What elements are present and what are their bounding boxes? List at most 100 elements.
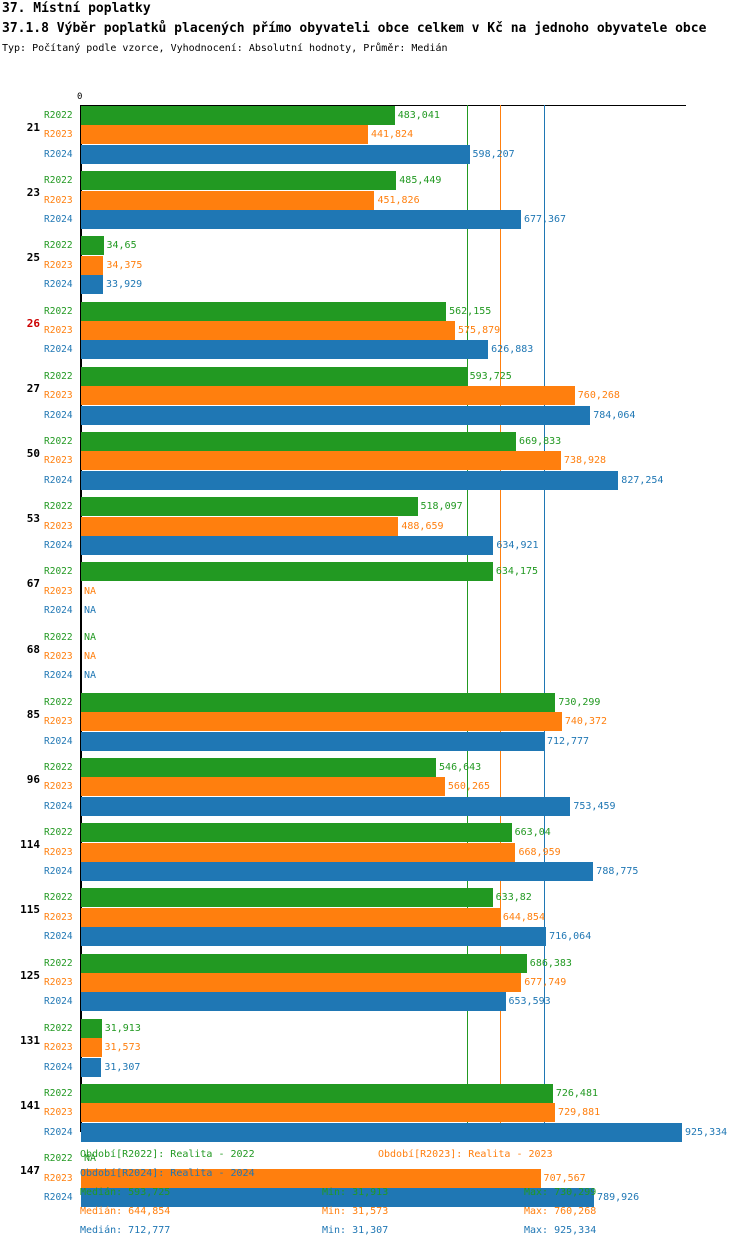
median-line-r2023 <box>499 105 501 1132</box>
bar-row: R2022 634,175 <box>0 562 750 582</box>
bar-value-label: 634,175 <box>495 566 539 578</box>
median-stat-r2023: Medián: 644,854 <box>80 1206 171 1217</box>
group-label-114[interactable]: 114 <box>20 838 40 852</box>
group-label-53[interactable]: 53 <box>26 512 40 526</box>
bar-r2022[interactable] <box>81 1018 102 1038</box>
chart-header: 37. Místní poplatky 37.1.8 Výběr poplatk… <box>2 0 748 56</box>
bar-r2022[interactable] <box>81 888 493 908</box>
bar-r2022[interactable] <box>81 106 395 125</box>
group-label-27[interactable]: 27 <box>26 381 40 395</box>
group-label-25[interactable]: 25 <box>26 251 40 265</box>
bar-r2023[interactable] <box>81 712 562 732</box>
group-label-131[interactable]: 131 <box>20 1033 40 1047</box>
bar-r2024[interactable] <box>81 927 547 947</box>
bar-value-label: 634,921 <box>496 539 539 551</box>
bar-row: R2022 546,643 <box>0 758 750 777</box>
bar-value-label: 518,097 <box>420 501 463 513</box>
bar-value-label: 784,064 <box>593 409 636 421</box>
bar-value-label: 726,481 <box>555 1088 598 1099</box>
bar-row: R2024 31,307 <box>0 1057 750 1077</box>
bar-r2023[interactable] <box>81 516 399 536</box>
bar-r2024[interactable] <box>81 1057 102 1077</box>
bar-r2024[interactable] <box>81 340 489 360</box>
bar-r2023[interactable] <box>81 451 561 471</box>
bar-r2023[interactable] <box>81 1103 556 1123</box>
group-label-23[interactable]: 23 <box>26 186 40 200</box>
bar-r2022[interactable] <box>81 953 527 973</box>
bar-r2023[interactable] <box>81 777 445 797</box>
bar-row: R2023 729,881 <box>0 1103 750 1123</box>
bar-row: R2022 726,481 <box>0 1084 750 1103</box>
bar-r2024[interactable] <box>81 796 571 816</box>
bar-r2022[interactable] <box>81 236 104 256</box>
group-label-26[interactable]: 26 <box>26 316 40 330</box>
bar-r2022[interactable] <box>81 1084 553 1103</box>
bar-r2023[interactable] <box>81 386 575 406</box>
bar-r2024[interactable] <box>81 992 506 1012</box>
bar-r2023[interactable] <box>81 190 375 210</box>
bar-r2023[interactable] <box>81 1168 541 1188</box>
legend-stat-row: Medián: 593,725 Min: 31,913 Max: 730,299 <box>0 1183 750 1202</box>
bar-r2023[interactable] <box>81 907 500 927</box>
bar-r2024[interactable] <box>81 275 104 295</box>
bar-r2024[interactable] <box>81 405 591 425</box>
bar-r2022[interactable] <box>81 692 556 712</box>
bar-row: R2023 677,749 <box>0 972 750 992</box>
group-label-68[interactable]: 68 <box>26 642 40 656</box>
bar-group: 114 R2022 663,04 R2023 668,959 R2024 788,775 <box>0 823 750 881</box>
bar-r2023[interactable] <box>81 255 104 275</box>
group-label-67[interactable]: 67 <box>26 577 40 591</box>
bar-r2024[interactable] <box>81 1187 595 1207</box>
bar-r2023[interactable] <box>81 125 368 145</box>
bar-r2023[interactable] <box>81 972 522 992</box>
median-stat-r2024: Medián: 712,777 <box>80 1225 171 1236</box>
series-label-r2023: R2023 <box>44 194 73 206</box>
bar-r2022[interactable] <box>81 171 397 191</box>
bar-r2022[interactable] <box>81 758 437 777</box>
bar-r2022[interactable] <box>81 562 493 582</box>
series-label-r2022: R2022 <box>44 240 73 252</box>
bar-r2024[interactable] <box>81 535 494 555</box>
series-label-r2023: R2023 <box>44 324 73 336</box>
bar-r2022[interactable] <box>81 432 517 451</box>
series-label-r2023: R2023 <box>44 259 73 271</box>
bar-r2024[interactable] <box>81 209 521 229</box>
group-label-85[interactable]: 85 <box>26 707 40 721</box>
group-label-125[interactable]: 125 <box>20 968 40 982</box>
bar-r2022[interactable] <box>81 497 418 517</box>
group-label-96[interactable]: 96 <box>26 773 40 786</box>
series-label-r2023: R2023 <box>44 1107 73 1119</box>
series-label-r2023: R2023 <box>44 129 73 141</box>
series-label-r2022: R2022 <box>44 110 73 121</box>
bar-r2023[interactable] <box>81 1038 102 1058</box>
bar-row: R2023 34,375 <box>0 255 750 275</box>
bar-value-label: 677,749 <box>524 976 567 988</box>
bar-r2022[interactable] <box>81 366 467 386</box>
series-label-r2024: R2024 <box>44 213 73 225</box>
legend-stat-row: Medián: 712,777 Min: 31,307 Max: 925,334 <box>0 1221 750 1240</box>
legend-row: Období[R2022]: Realita - 2022 Období[R202… <box>0 1145 750 1164</box>
bar-r2024[interactable] <box>81 144 470 164</box>
bar-r2023[interactable] <box>81 320 456 340</box>
bar-r2024[interactable] <box>81 470 619 490</box>
bar-r2022[interactable] <box>81 823 512 843</box>
group-label-50[interactable]: 50 <box>26 447 40 460</box>
group-label-147[interactable]: 147 <box>20 1164 40 1178</box>
series-label-r2023: R2023 <box>44 846 73 858</box>
series-label-r2022: R2022 <box>44 501 73 513</box>
bar-r2024[interactable] <box>81 731 544 751</box>
group-label-141[interactable]: 141 <box>20 1099 40 1112</box>
bar-r2022[interactable] <box>81 301 447 321</box>
bar-value-label: 598,207 <box>472 148 515 160</box>
group-label-21[interactable]: 21 <box>26 121 40 134</box>
bar-row: R2022 633,82 <box>0 888 750 908</box>
bar-r2023[interactable] <box>81 842 516 862</box>
median-line-r2022 <box>466 105 468 1132</box>
bar-r2024[interactable] <box>81 861 594 881</box>
series-label-r2022: R2022 <box>44 827 73 839</box>
group-label-115[interactable]: 115 <box>20 903 40 917</box>
bar-value-label: 560,265 <box>447 781 491 793</box>
bar-group: 125 R2022 686,383 R2023 677,749 R2024 653,593 <box>0 953 750 1012</box>
legend-entries: Období[R2022]: Realita - 2022 Období[R202… <box>0 1145 750 1183</box>
bar-r2024[interactable] <box>81 1122 682 1142</box>
